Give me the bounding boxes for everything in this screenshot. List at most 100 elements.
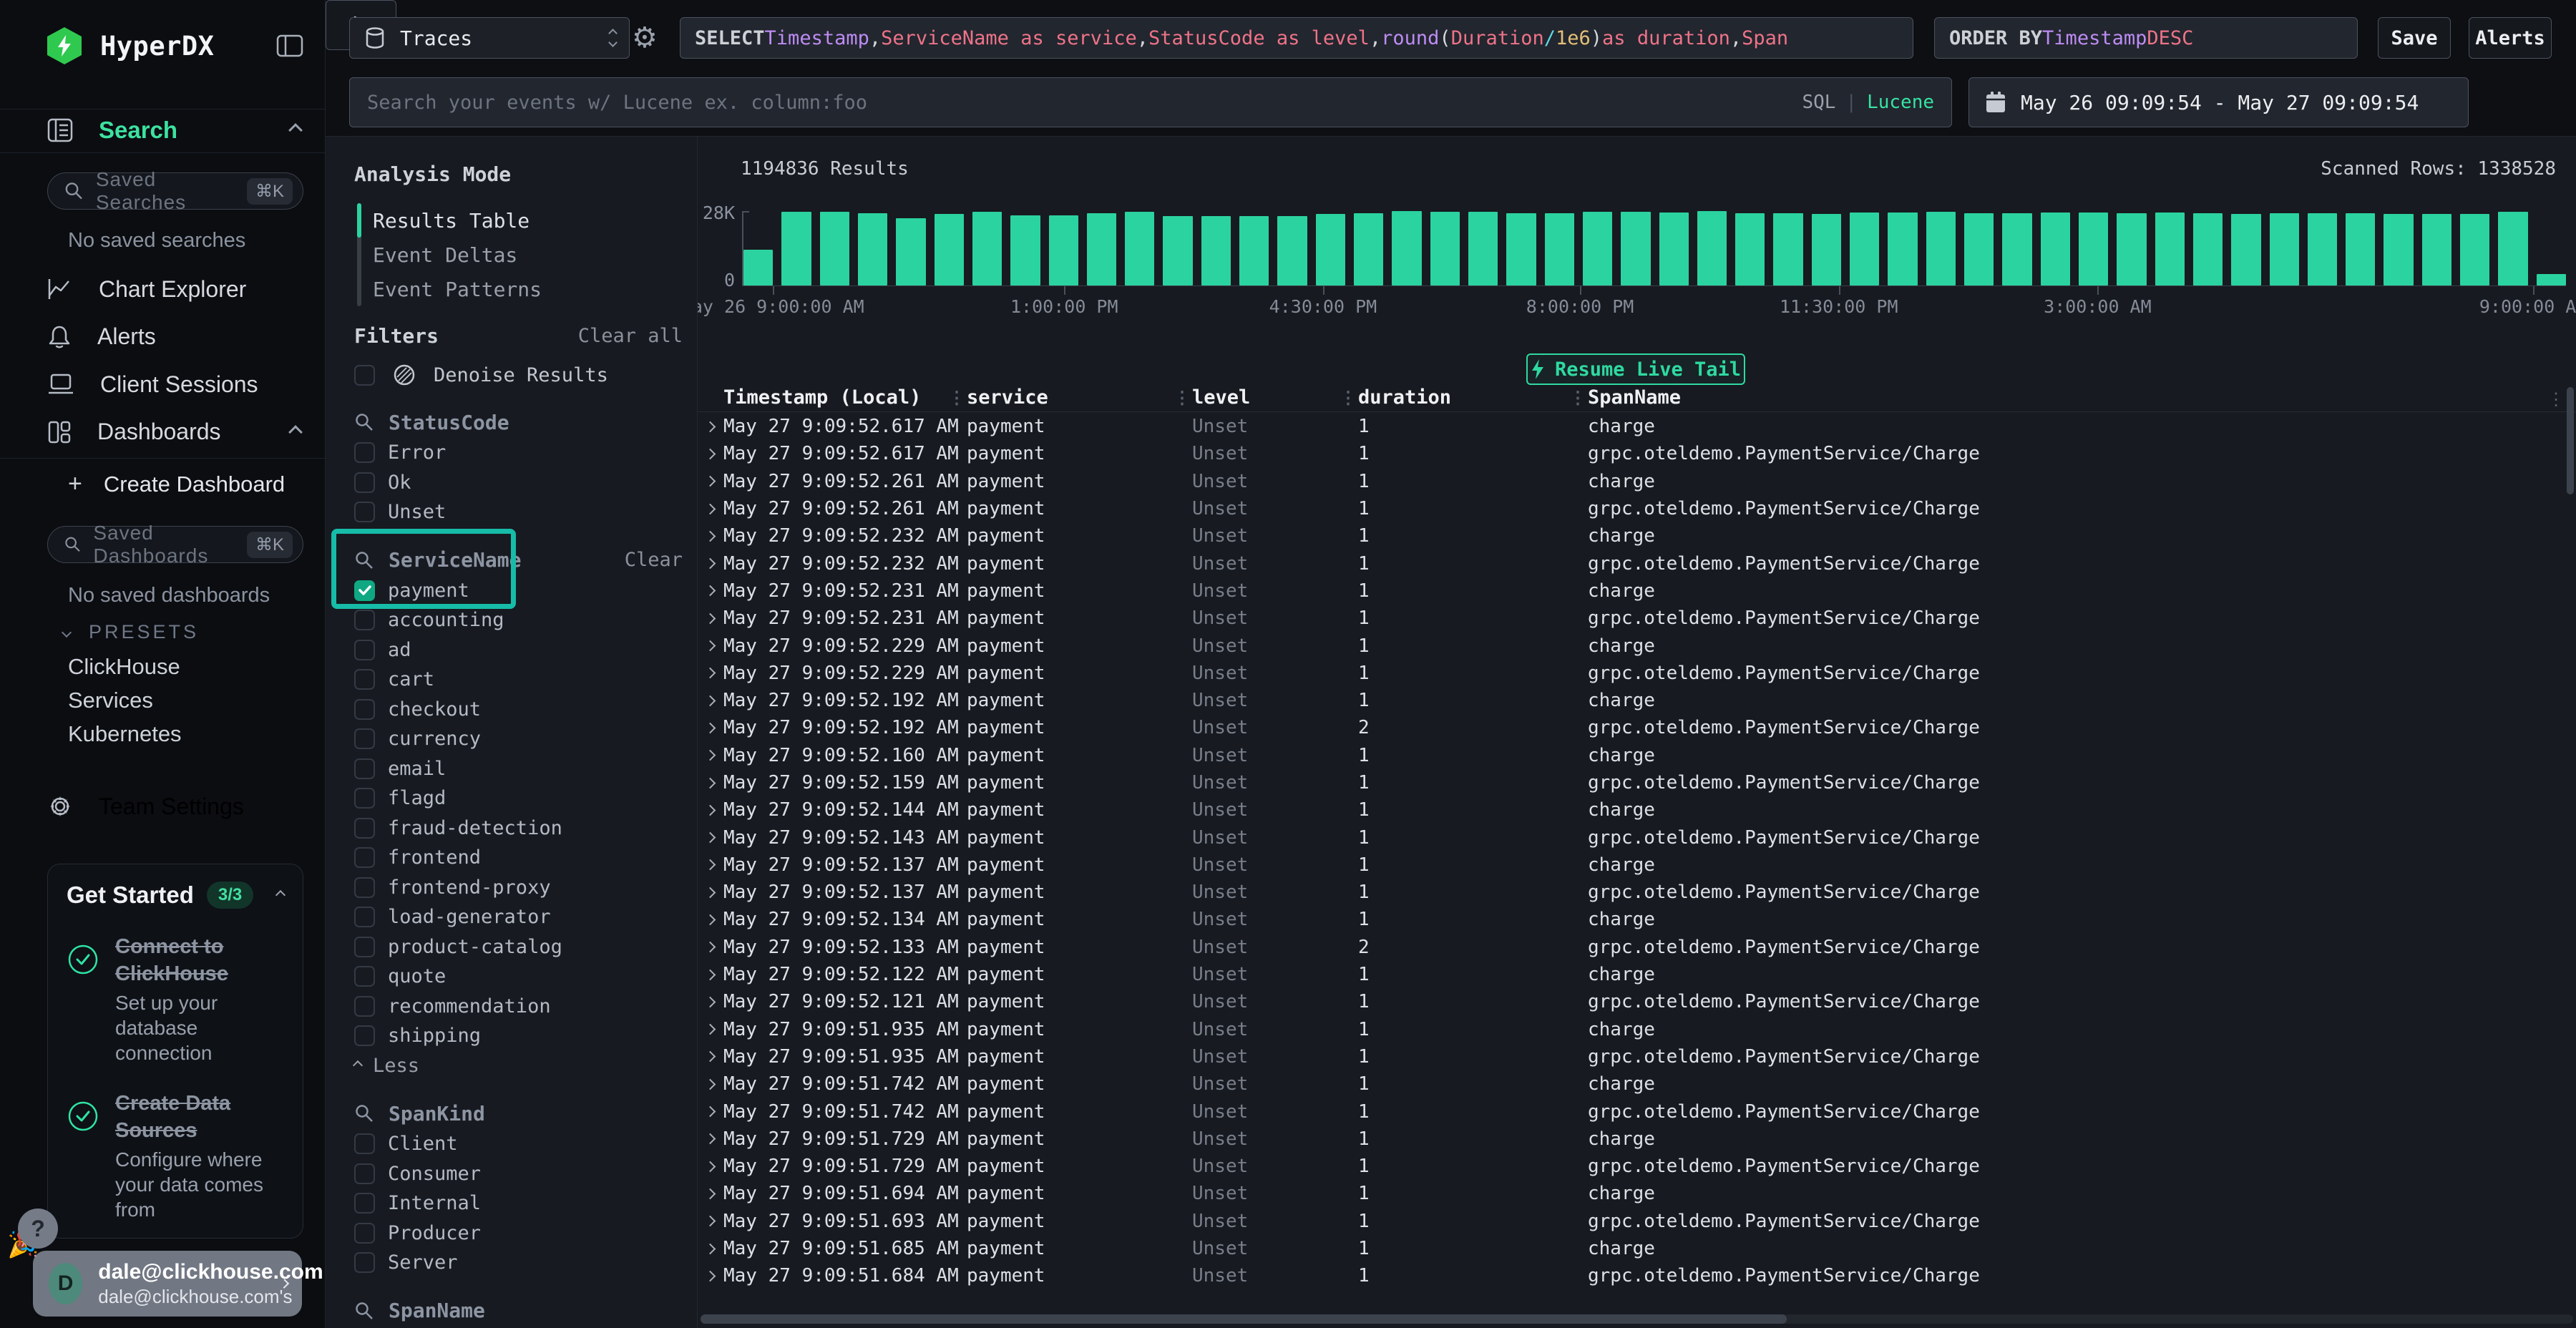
row-expand-chevron-icon[interactable] xyxy=(704,1188,716,1200)
row-expand-chevron-icon[interactable] xyxy=(704,1078,716,1090)
row-expand-chevron-icon[interactable] xyxy=(704,942,716,953)
histogram-bar[interactable] xyxy=(2307,213,2338,285)
col-level[interactable]: ⋮ level xyxy=(1174,386,1251,409)
row-expand-chevron-icon[interactable] xyxy=(704,859,716,871)
col-duration[interactable]: ⋮ duration xyxy=(1340,386,1452,409)
row-expand-chevron-icon[interactable] xyxy=(704,1105,716,1118)
table-row[interactable]: May 27 9:09:52.137 AM payment Unset 1 ch… xyxy=(698,851,2576,879)
histogram-bar[interactable] xyxy=(1010,215,1040,285)
horizontal-scrollbar[interactable] xyxy=(701,1314,2573,1324)
table-row[interactable]: May 27 9:09:52.261 AM payment Unset 1 ch… xyxy=(698,468,2576,495)
filter-option-currency[interactable]: currency xyxy=(354,724,697,754)
table-row[interactable]: May 27 9:09:52.137 AM payment Unset 1 gr… xyxy=(698,879,2576,906)
row-expand-chevron-icon[interactable] xyxy=(704,1243,716,1254)
table-row[interactable]: May 27 9:09:51.935 AM payment Unset 1 gr… xyxy=(698,1043,2576,1070)
row-expand-chevron-icon[interactable] xyxy=(704,530,716,542)
row-expand-chevron-icon[interactable] xyxy=(704,448,716,460)
histogram-bar[interactable] xyxy=(1773,213,1803,285)
histogram-bar[interactable] xyxy=(1239,216,1269,285)
histogram-bar[interactable] xyxy=(1964,213,1994,285)
table-row[interactable]: May 27 9:09:52.231 AM payment Unset 1 ch… xyxy=(698,577,2576,605)
histogram-bar[interactable] xyxy=(781,212,811,285)
table-row[interactable]: May 27 9:09:52.192 AM payment Unset 2 gr… xyxy=(698,714,2576,741)
histogram-bar[interactable] xyxy=(1163,216,1193,285)
checkbox[interactable] xyxy=(354,639,375,660)
table-row[interactable]: May 27 9:09:52.121 AM payment Unset 1 gr… xyxy=(698,988,2576,1015)
source-select[interactable]: Traces xyxy=(349,17,630,59)
row-expand-chevron-icon[interactable] xyxy=(704,1051,716,1063)
table-row[interactable]: May 27 9:09:51.694 AM payment Unset 1 ch… xyxy=(698,1180,2576,1207)
order-by-input[interactable]: ORDER BY Timestamp DESC xyxy=(1934,17,2358,59)
filter-option-recommendation[interactable]: recommendation xyxy=(354,992,697,1022)
histogram-bar[interactable] xyxy=(1430,212,1460,285)
checkbox[interactable] xyxy=(354,502,375,523)
table-row[interactable]: May 27 9:09:52.229 AM payment Unset 1 gr… xyxy=(698,660,2576,687)
row-expand-chevron-icon[interactable] xyxy=(704,777,716,788)
filter-option-internal[interactable]: Internal xyxy=(354,1188,697,1219)
histogram-bar[interactable] xyxy=(819,212,849,285)
checkbox[interactable] xyxy=(354,1133,375,1155)
sidebar-item-client-sessions[interactable]: Client Sessions xyxy=(0,361,325,409)
row-expand-chevron-icon[interactable] xyxy=(704,749,716,761)
histogram-bar[interactable] xyxy=(2078,213,2109,285)
language-lucene[interactable]: Lucene xyxy=(1867,92,1934,113)
histogram-bar[interactable] xyxy=(2498,212,2528,285)
checkbox[interactable] xyxy=(354,847,375,869)
table-row[interactable]: May 27 9:09:52.232 AM payment Unset 1 gr… xyxy=(698,550,2576,577)
checkbox[interactable] xyxy=(354,907,375,928)
histogram-bar[interactable] xyxy=(1354,213,1384,285)
query-language-toggle[interactable]: SQL | Lucene xyxy=(1802,92,1934,113)
checkbox[interactable] xyxy=(354,817,375,839)
row-expand-chevron-icon[interactable] xyxy=(704,722,716,734)
checkbox[interactable] xyxy=(354,788,375,809)
checkbox[interactable] xyxy=(354,1163,375,1184)
row-expand-chevron-icon[interactable] xyxy=(704,557,716,570)
preset-clickhouse[interactable]: ClickHouse xyxy=(68,654,180,679)
chevron-up-icon[interactable] xyxy=(275,889,286,901)
table-row[interactable]: May 27 9:09:52.232 AM payment Unset 1 ch… xyxy=(698,522,2576,550)
filter-option-unset[interactable]: Unset xyxy=(354,497,697,527)
sql-select-input[interactable]: SELECT Timestamp, ServiceName as service… xyxy=(680,17,1913,59)
analysis-mode-results-table[interactable]: Results Table xyxy=(373,208,530,233)
results-histogram[interactable] xyxy=(743,211,2566,285)
table-row[interactable]: May 27 9:09:51.684 AM payment Unset 1 gr… xyxy=(698,1262,2576,1289)
histogram-bar[interactable] xyxy=(1735,213,1765,285)
checkbox[interactable] xyxy=(354,936,375,957)
resume-live-tail-button[interactable]: Resume Live Tail xyxy=(1526,353,1745,385)
filter-option-cart[interactable]: cart xyxy=(354,665,697,695)
checkbox[interactable] xyxy=(354,728,375,750)
denoise-results-toggle[interactable]: Denoise Results xyxy=(354,361,697,389)
histogram-bar[interactable] xyxy=(1277,216,1307,285)
table-row[interactable]: May 27 9:09:52.229 AM payment Unset 1 ch… xyxy=(698,632,2576,659)
table-row[interactable]: May 27 9:09:51.742 AM payment Unset 1 gr… xyxy=(698,1098,2576,1125)
row-expand-chevron-icon[interactable] xyxy=(704,1133,716,1145)
histogram-bar[interactable] xyxy=(2192,213,2223,285)
get-started-step[interactable]: Create Data Sources Configure where your… xyxy=(67,1090,284,1222)
histogram-bar[interactable] xyxy=(1888,213,1918,285)
table-row[interactable]: May 27 9:09:51.729 AM payment Unset 1 ch… xyxy=(698,1126,2576,1153)
histogram-bar[interactable] xyxy=(1811,214,1842,285)
checkbox[interactable] xyxy=(354,472,375,493)
row-expand-chevron-icon[interactable] xyxy=(704,503,716,514)
checkbox[interactable] xyxy=(354,758,375,779)
filter-option-email[interactable]: email xyxy=(354,754,697,784)
histogram-bar[interactable] xyxy=(1086,213,1117,285)
filter-option-ad[interactable]: ad xyxy=(354,635,697,665)
table-row[interactable]: May 27 9:09:52.159 AM payment Unset 1 gr… xyxy=(698,769,2576,796)
histogram-bar[interactable] xyxy=(972,212,1002,285)
row-expand-chevron-icon[interactable] xyxy=(704,1215,716,1227)
histogram-bar[interactable] xyxy=(1621,212,1651,285)
preset-kubernetes[interactable]: Kubernetes xyxy=(68,721,182,746)
table-row[interactable]: May 27 9:09:51.685 AM payment Unset 1 ch… xyxy=(698,1235,2576,1262)
filter-option-fraud-detection[interactable]: fraud-detection xyxy=(354,814,697,844)
histogram-bar[interactable] xyxy=(2117,213,2147,285)
filter-group-clear-link[interactable]: Clear xyxy=(624,549,683,571)
clear-all-filters-link[interactable]: Clear all xyxy=(577,324,683,347)
row-expand-chevron-icon[interactable] xyxy=(704,996,716,1008)
row-expand-chevron-icon[interactable] xyxy=(704,612,716,624)
histogram-bar[interactable] xyxy=(934,214,964,285)
row-expand-chevron-icon[interactable] xyxy=(704,421,716,432)
filter-option-frontend[interactable]: frontend xyxy=(354,843,697,873)
date-range-picker[interactable]: May 26 09:09:54 - May 27 09:09:54 xyxy=(1968,77,2469,127)
histogram-bar[interactable] xyxy=(1048,215,1078,285)
